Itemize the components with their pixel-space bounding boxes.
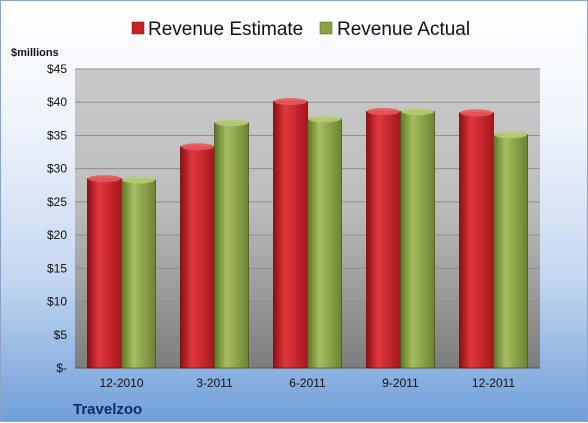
bar-top-revenue-actual-12-2011: [494, 131, 527, 139]
y-tick-label: $45: [47, 62, 67, 76]
bar-top-revenue-estimate-12-2011: [460, 109, 493, 117]
y-tick-label: $40: [47, 95, 67, 109]
x-tick-label: 3-2011: [196, 376, 233, 390]
bar-top-revenue-estimate-6-2011: [274, 98, 307, 106]
bar-top-revenue-actual-3-2011: [215, 119, 248, 127]
x-axis-ticks: 12-2010 3-2011 6-2011 9-2011 12-2011: [99, 376, 515, 390]
y-axis-ticks: $- $5 $10 $15 $20 $25 $30 $35 $40 $45: [47, 62, 67, 375]
legend-label-revenue-estimate: Revenue Estimate: [148, 19, 303, 40]
y-tick-label: $10: [47, 295, 67, 309]
bar-revenue-estimate-9-2011: [366, 111, 401, 369]
bar-revenue-estimate-12-2011: [459, 112, 494, 369]
company-name: Travelzoo: [73, 401, 142, 418]
bar-top-revenue-estimate-3-2011: [181, 143, 214, 151]
bar-revenue-actual-3-2011: [214, 122, 249, 369]
y-tick-label: $25: [47, 195, 67, 209]
legend-swatch-revenue-actual: [319, 21, 333, 35]
bar-top-revenue-actual-9-2011: [401, 108, 434, 116]
y-tick-label: $35: [47, 128, 67, 142]
bar-top-revenue-estimate-9-2011: [367, 108, 400, 116]
y-tick-label: $-: [56, 361, 67, 375]
y-tick-label: $5: [54, 328, 68, 342]
y-tick-label: $20: [47, 228, 67, 242]
bar-top-revenue-actual-12-2010: [122, 176, 155, 184]
y-tick-label: $30: [47, 162, 67, 176]
bars: [87, 98, 528, 369]
bar-revenue-estimate-3-2011: [180, 146, 215, 369]
bar-revenue-actual-12-2011: [493, 134, 528, 369]
bar-revenue-actual-6-2011: [307, 118, 342, 369]
y-tick-label: $15: [47, 261, 67, 275]
legend-swatch-revenue-estimate: [131, 21, 145, 35]
x-tick-label: 9-2011: [382, 376, 419, 390]
bar-revenue-actual-12-2010: [121, 179, 156, 369]
bar-revenue-estimate-6-2011: [273, 101, 308, 369]
legend: Revenue Estimate Revenue Actual: [131, 19, 470, 40]
x-tick-label: 12-2011: [472, 376, 515, 390]
bar-revenue-actual-9-2011: [400, 111, 435, 369]
x-tick-label: 6-2011: [289, 376, 326, 390]
y-axis-unit-label: $millions: [11, 47, 59, 59]
x-tick-label: 12-2010: [99, 376, 143, 390]
bar-top-revenue-actual-6-2011: [308, 115, 341, 123]
bar-revenue-estimate-12-2010: [87, 178, 122, 369]
legend-label-revenue-actual: Revenue Actual: [337, 19, 470, 40]
bar-top-revenue-estimate-12-2010: [88, 175, 121, 183]
